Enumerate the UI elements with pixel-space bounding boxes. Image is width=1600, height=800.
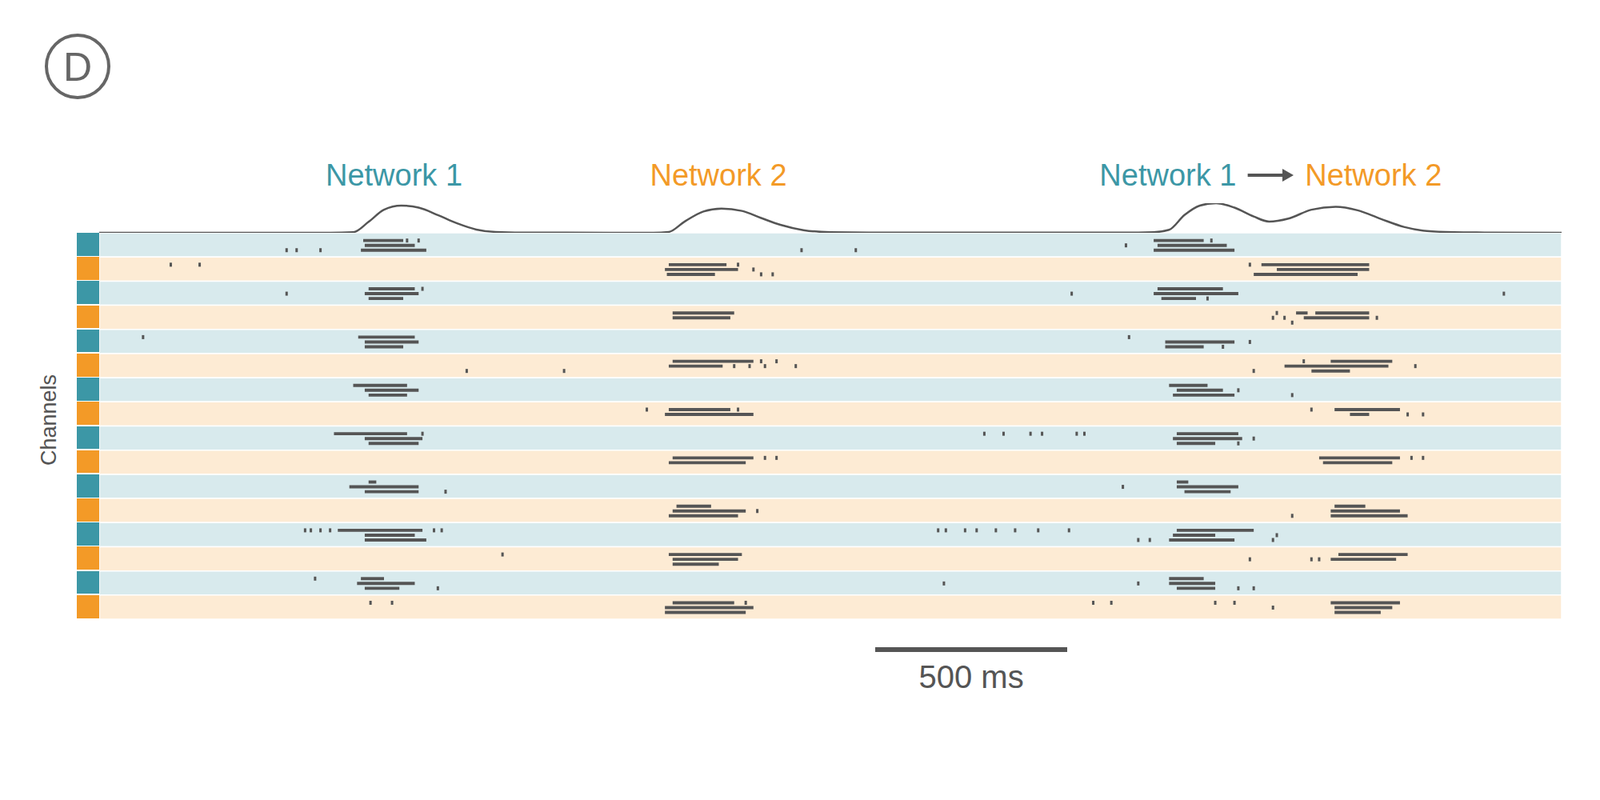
html-text:Network 2: Network 2 — [650, 158, 787, 192]
html-text:Network 1: Network 1 — [1099, 158, 1237, 192]
html-text:500 ms: 500 ms — [918, 658, 1024, 694]
html-text:Network 2: Network 2 — [1304, 158, 1442, 192]
html-text:Channels: Channels — [36, 374, 61, 466]
svg-text:D: D — [63, 44, 92, 90]
html-text:Network 1: Network 1 — [325, 158, 463, 192]
